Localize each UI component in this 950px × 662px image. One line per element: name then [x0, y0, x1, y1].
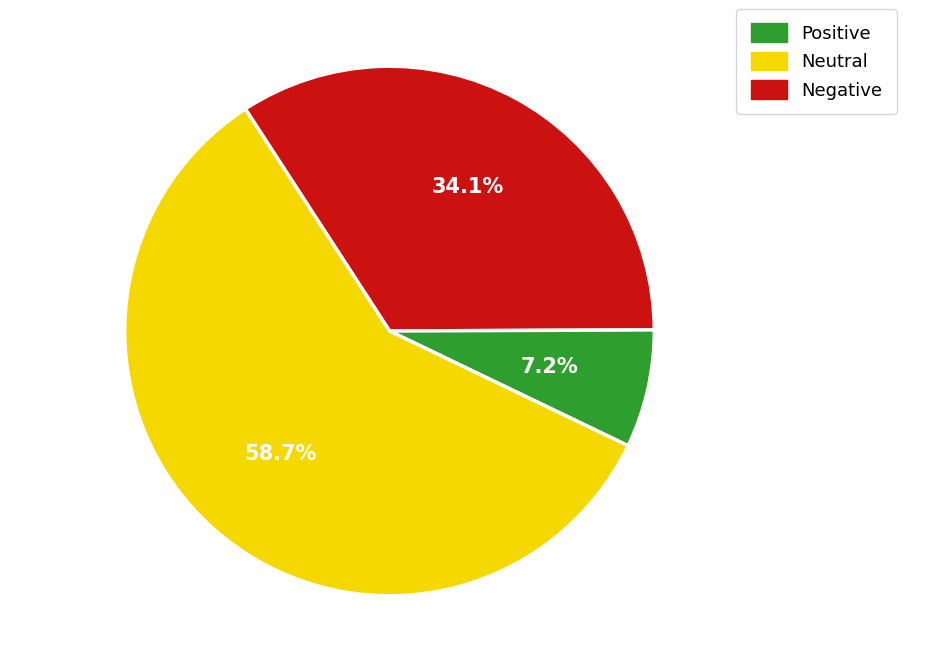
Wedge shape [390, 330, 655, 446]
Wedge shape [245, 66, 655, 331]
Wedge shape [124, 109, 628, 596]
Text: 58.7%: 58.7% [245, 444, 317, 464]
Text: 7.2%: 7.2% [521, 357, 579, 377]
Legend: Positive, Neutral, Negative: Positive, Neutral, Negative [736, 9, 897, 114]
Text: 34.1%: 34.1% [431, 177, 504, 197]
